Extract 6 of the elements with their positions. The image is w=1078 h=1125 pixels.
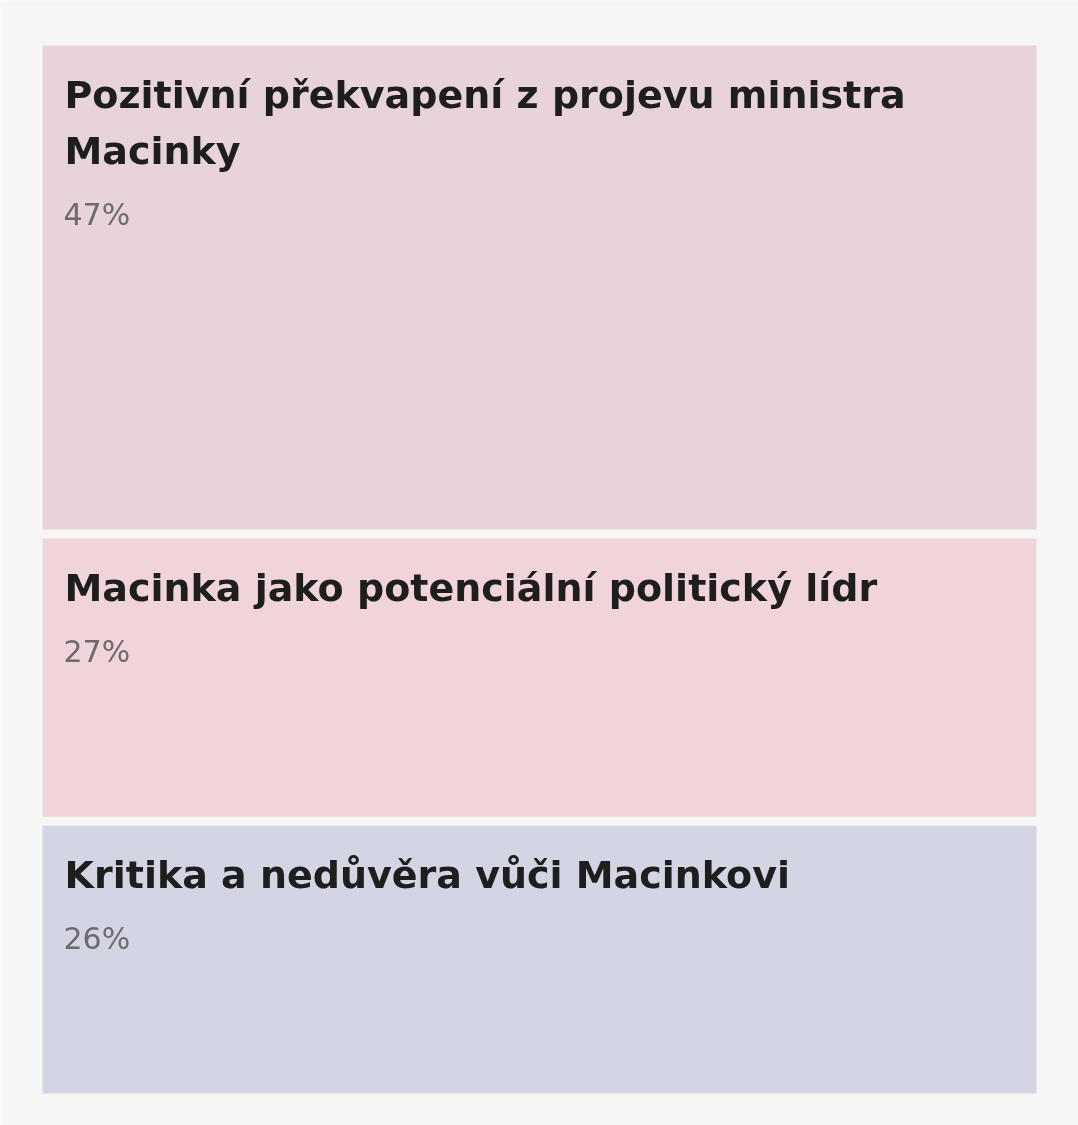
data-label: 27% — [63, 633, 131, 669]
data-label: 26% — [63, 920, 131, 956]
category-label: Macinka jako potenciální politický lídr — [64, 565, 878, 610]
data-label: 47% — [63, 196, 131, 232]
category-label: Pozitivní překvapení z projevu ministra Macinky — [64, 72, 906, 173]
category-label: Kritika a nedůvěra vůči Macinkovi — [64, 852, 790, 897]
